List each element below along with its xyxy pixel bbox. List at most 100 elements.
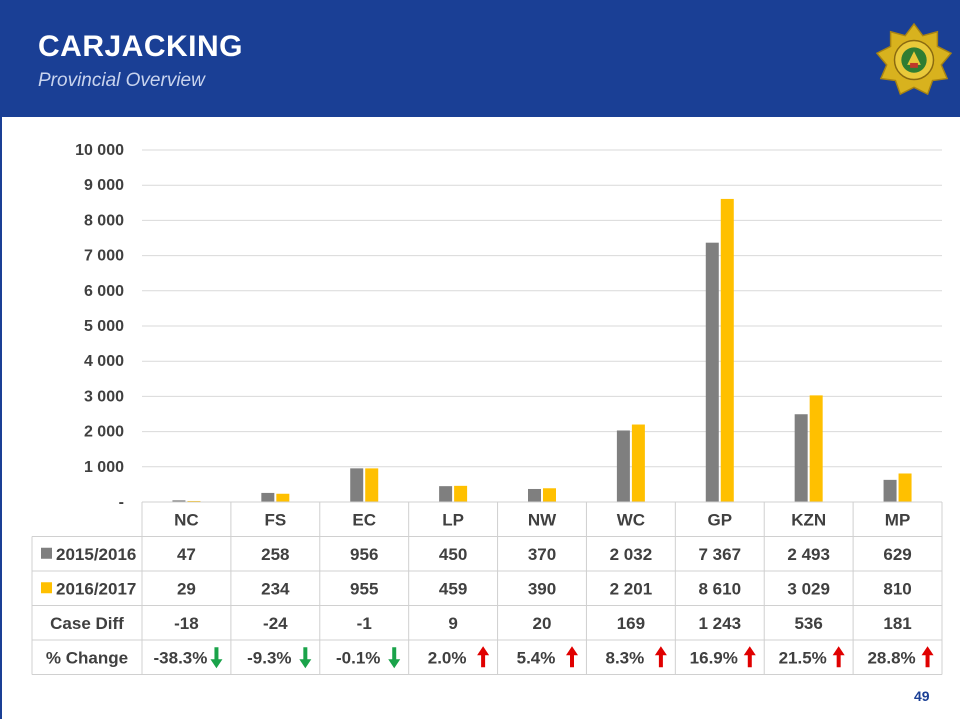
percent-change-label: 28.8% bbox=[867, 648, 915, 667]
case-diff-label: -1 bbox=[357, 614, 372, 633]
carjacking-chart: - 1 000 2 000 3 000 4 000 5 000 6 000 7 000 8 00… bbox=[30, 132, 952, 676]
category-label: MP bbox=[885, 510, 911, 529]
y-tick-label: 8 000 bbox=[84, 212, 124, 229]
bar-2016-2017 bbox=[898, 473, 912, 502]
data-label: 234 bbox=[261, 579, 290, 598]
bar-2015-2016 bbox=[705, 242, 719, 502]
case-diff-label: -24 bbox=[263, 614, 288, 633]
legend-swatch bbox=[41, 547, 52, 559]
bar-2016-2017 bbox=[720, 198, 734, 502]
percent-change-label: -9.3% bbox=[247, 648, 291, 667]
bar-2015-2016 bbox=[794, 414, 808, 502]
y-tick-label: 5 000 bbox=[84, 318, 124, 335]
data-label: 390 bbox=[528, 579, 556, 598]
category-label: LP bbox=[442, 510, 464, 529]
police-badge-logo bbox=[875, 22, 953, 96]
bar-2016-2017 bbox=[365, 468, 379, 502]
category-label: KZN bbox=[791, 510, 826, 529]
header-bar: CARJACKING Provincial Overview bbox=[0, 0, 960, 117]
data-label: 2 201 bbox=[610, 579, 653, 598]
case-diff-label: 169 bbox=[617, 614, 645, 633]
data-label: 810 bbox=[883, 579, 911, 598]
percent-change-label: 21.5% bbox=[779, 648, 827, 667]
percent-change-label: -38.3% bbox=[154, 648, 208, 667]
bar-2015-2016 bbox=[883, 479, 897, 502]
category-label: NC bbox=[174, 510, 199, 529]
arrow-up-icon bbox=[477, 646, 490, 668]
data-label: 29 bbox=[177, 579, 196, 598]
bar-2016-2017 bbox=[276, 493, 290, 502]
row-label: Case Diff bbox=[50, 614, 124, 633]
page-number: 49 bbox=[914, 688, 930, 704]
y-tick-label: 9 000 bbox=[84, 177, 124, 194]
data-label: 3 029 bbox=[787, 579, 830, 598]
case-diff-label: -18 bbox=[174, 614, 199, 633]
bar-2015-2016 bbox=[616, 430, 630, 502]
legend-label: 2016/2017 bbox=[56, 579, 136, 598]
data-label: 8 610 bbox=[699, 579, 742, 598]
bar-2016-2017 bbox=[187, 500, 201, 502]
data-label: 2 032 bbox=[610, 545, 653, 564]
arrow-down-icon bbox=[388, 647, 401, 669]
bar-2015-2016 bbox=[172, 500, 186, 502]
page-title: CARJACKING bbox=[38, 30, 244, 63]
legend-swatch bbox=[41, 582, 52, 594]
chart-svg: - 1 000 2 000 3 000 4 000 5 000 6 000 7 000 8 00… bbox=[31, 142, 943, 675]
bar-2015-2016 bbox=[350, 468, 364, 502]
percent-change-label: 2.0% bbox=[428, 648, 467, 667]
category-label: WC bbox=[617, 510, 645, 529]
data-label: 629 bbox=[883, 545, 911, 564]
category-label: EC bbox=[352, 510, 376, 529]
data-label: 459 bbox=[439, 579, 467, 598]
case-diff-label: 9 bbox=[448, 614, 457, 633]
y-tick-label: 10 000 bbox=[75, 142, 124, 159]
category-label: NW bbox=[528, 510, 557, 529]
case-diff-label: 181 bbox=[883, 614, 911, 633]
bar-2015-2016 bbox=[528, 488, 541, 502]
percent-change-label: 8.3% bbox=[606, 648, 645, 667]
data-label: 258 bbox=[261, 545, 289, 564]
category-label: FS bbox=[264, 510, 286, 529]
y-tick-label: 3 000 bbox=[84, 388, 124, 405]
case-diff-label: 1 243 bbox=[699, 614, 742, 633]
bar-2016-2017 bbox=[631, 424, 645, 502]
data-label: 47 bbox=[177, 545, 196, 564]
y-tick-label: 2 000 bbox=[84, 424, 124, 441]
arrow-up-icon bbox=[654, 646, 667, 668]
bar-2016-2017 bbox=[809, 395, 823, 502]
y-tick-label: - bbox=[119, 494, 124, 511]
arrow-down-icon bbox=[210, 647, 223, 669]
bar-2016-2017 bbox=[454, 485, 468, 502]
page-subtitle: Provincial Overview bbox=[38, 70, 205, 91]
y-tick-label: 6 000 bbox=[84, 283, 124, 300]
arrow-up-icon bbox=[743, 646, 756, 668]
y-tick-label: 1 000 bbox=[84, 459, 124, 476]
bar-2016-2017 bbox=[543, 488, 556, 502]
data-label: 2 493 bbox=[787, 545, 830, 564]
bars bbox=[172, 198, 912, 502]
percent-change-label: 16.9% bbox=[690, 648, 738, 667]
arrow-up-icon bbox=[921, 646, 934, 668]
row-label: % Change bbox=[46, 648, 128, 667]
percent-change-label: 5.4% bbox=[517, 648, 556, 667]
arrow-up-icon bbox=[832, 646, 845, 668]
bar-2015-2016 bbox=[439, 486, 453, 502]
percent-change-label: -0.1% bbox=[336, 648, 380, 667]
bar-2015-2016 bbox=[261, 492, 275, 502]
category-label: GP bbox=[707, 510, 732, 529]
arrow-down-icon bbox=[299, 647, 312, 669]
legend-label: 2015/2016 bbox=[56, 545, 136, 564]
data-label: 370 bbox=[528, 545, 556, 564]
data-label: 7 367 bbox=[699, 545, 742, 564]
grid-lines bbox=[142, 149, 942, 503]
case-diff-label: 536 bbox=[794, 614, 822, 633]
y-tick-label: 7 000 bbox=[84, 248, 124, 265]
y-axis-ticks: - 1 000 2 000 3 000 4 000 5 000 6 000 7 000 8 00… bbox=[75, 142, 124, 511]
left-frame-border bbox=[0, 0, 2, 719]
data-label: 955 bbox=[350, 579, 378, 598]
y-tick-label: 4 000 bbox=[84, 353, 124, 370]
case-diff-label: 20 bbox=[533, 614, 552, 633]
arrow-up-icon bbox=[566, 646, 578, 668]
data-label: 956 bbox=[350, 545, 378, 564]
data-table: NC FS EC LP NW WC GP KZN MP 2015/2016 47 258 956 450 3… bbox=[31, 501, 943, 675]
